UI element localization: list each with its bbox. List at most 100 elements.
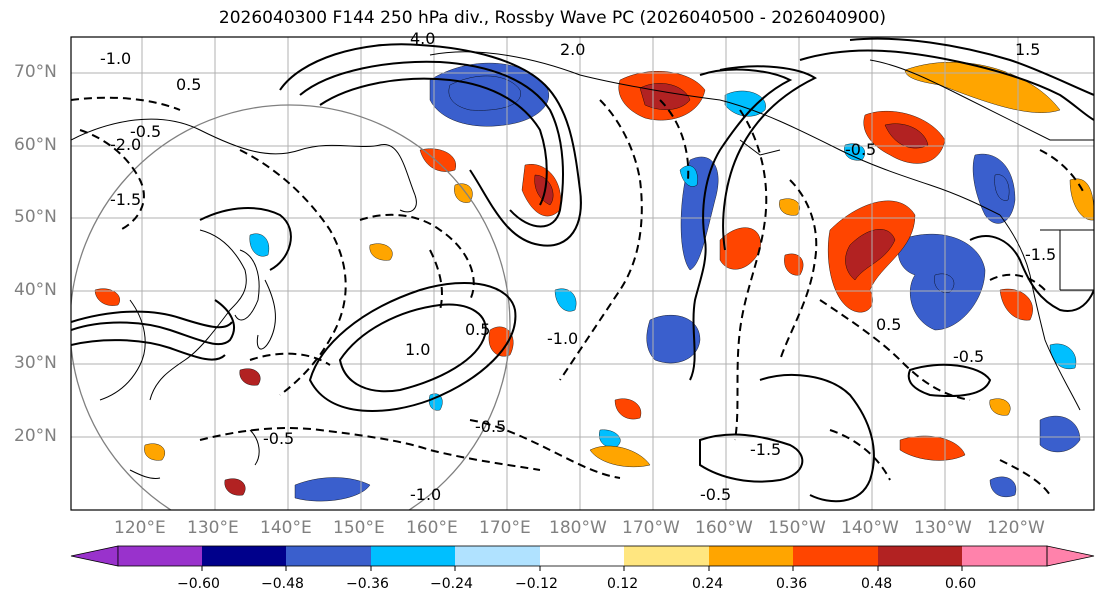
- coastline: [99, 299, 146, 401]
- contour-label: -1.0: [410, 485, 441, 504]
- plot-title: 2026040300 F144 250 hPa div., Rossby Wav…: [218, 8, 887, 28]
- coastline: [1040, 229, 1094, 291]
- lon-label: 170°E: [479, 518, 531, 538]
- contour-label: -1.0: [547, 329, 578, 348]
- contour-label: 0.5: [465, 320, 490, 339]
- divergence-shade: [448, 75, 521, 111]
- contour-line-positive: [299, 60, 564, 228]
- colorbar-tick-label: −0.12: [515, 576, 558, 592]
- contour-line-positive: [799, 49, 1094, 121]
- divergence-shade: [999, 288, 1033, 321]
- lon-label: 120°E: [114, 518, 166, 538]
- lat-label: 60°N: [14, 135, 57, 155]
- divergence-shade: [589, 445, 651, 468]
- contour-line-negative: [71, 96, 181, 111]
- divergence-shade: [1049, 343, 1077, 370]
- colorbar-tick-label: −0.48: [261, 576, 304, 592]
- divergence-shade: [554, 288, 577, 312]
- divergence-shade: [614, 398, 642, 420]
- colorbar-tick-label: −0.24: [430, 576, 473, 592]
- map-frame: [70, 36, 1095, 511]
- contour-line-negative: [1039, 149, 1086, 196]
- divergence-shade: [294, 477, 371, 502]
- contour-line-negative: [429, 249, 443, 311]
- colorbar-segment: [455, 546, 540, 566]
- divergence-shade: [994, 174, 1010, 201]
- lon-label: 140°E: [260, 518, 312, 538]
- contour-line-negative: [734, 109, 768, 441]
- contour-line-negative: [819, 299, 971, 401]
- contour-line-negative: [779, 179, 818, 361]
- divergence-shade: [899, 435, 966, 461]
- contour-label: -0.5: [130, 122, 161, 141]
- coastline: [234, 249, 260, 321]
- contour-label: -0.5: [700, 485, 731, 504]
- contour-line-negative: [79, 129, 145, 231]
- coastline: [739, 139, 781, 156]
- divergence-shade: [249, 233, 270, 257]
- lon-label: 160°W: [695, 518, 753, 538]
- lon-label: 170°W: [622, 518, 680, 538]
- contour-line-positive: [71, 299, 235, 346]
- colorbar-segment: [962, 546, 1047, 566]
- contour-line-negative: [659, 99, 690, 181]
- contour-label: 1.5: [1015, 40, 1040, 59]
- colorbar-segment: [202, 546, 286, 566]
- contour-label: 2.0: [560, 40, 585, 59]
- contour-label: 1.0: [405, 340, 430, 359]
- contour-label: -1.5: [750, 440, 781, 459]
- coastline: [129, 469, 161, 479]
- contour-line-positive: [719, 65, 818, 251]
- divergence-shade: [94, 288, 120, 306]
- contour-line-positive: [338, 303, 487, 393]
- contour-line-negative: [559, 99, 643, 381]
- divergence-shade: [784, 253, 804, 276]
- divergence-shade: [779, 198, 801, 216]
- divergence-shade: [646, 314, 701, 364]
- divergence-shade: [845, 229, 896, 281]
- reference-circle: [71, 104, 511, 510]
- contour-label: 0.5: [876, 315, 901, 334]
- contour-line-positive: [71, 339, 226, 361]
- divergence-shade: [454, 183, 473, 203]
- colorbar-segment: [117, 545, 1048, 567]
- divergence-shade: [224, 478, 246, 496]
- divergence-shade: [724, 90, 766, 117]
- lon-label: 130°E: [187, 518, 239, 538]
- colorbar-segment: [371, 546, 455, 566]
- contour-label-group: -1.0 0.5 -0.5 4.0 -1.0 1.0 0.5 -0.5 -0.5…: [100, 29, 1056, 504]
- contour-line-positive: [279, 43, 582, 247]
- colorbar: [70, 545, 1095, 571]
- divergence-shade: [1069, 178, 1094, 221]
- colorbar-tick-label: 0.36: [776, 576, 808, 592]
- contour-label: -0.5: [263, 429, 294, 448]
- colorbar-segment: [878, 546, 962, 566]
- colorbar-tick-label: 0.24: [692, 576, 724, 592]
- colorbar-segment: [540, 546, 624, 566]
- divergence-shade: [904, 61, 1061, 113]
- contour-label: -0.5: [845, 140, 876, 159]
- contour-line-positive: [199, 207, 292, 271]
- coastline: [719, 99, 1001, 216]
- coastline: [999, 214, 1081, 411]
- contour-line-positive: [759, 374, 875, 503]
- contour-line-negative: [989, 273, 1046, 291]
- contour-line-positive: [907, 363, 992, 398]
- divergence-shade: [369, 243, 393, 261]
- divergence-shade: [1039, 415, 1081, 453]
- contour-label: -1.5: [1025, 245, 1056, 264]
- divergence-shade: [989, 476, 1017, 498]
- contour-label: -1.0: [100, 49, 131, 68]
- contour-line-positive: [71, 310, 233, 329]
- contour-line-positive: [689, 68, 793, 381]
- divergence-shade: [144, 443, 166, 461]
- contour-label: -0.5: [475, 417, 506, 436]
- lon-label: 150°E: [333, 518, 385, 538]
- contour-line-negative: [359, 213, 475, 301]
- contour-line-negative: [469, 419, 621, 479]
- coastline: [149, 229, 247, 401]
- lat-label: 70°N: [14, 62, 57, 82]
- contour-line-positive: [699, 433, 804, 483]
- divergence-shade: [599, 429, 621, 449]
